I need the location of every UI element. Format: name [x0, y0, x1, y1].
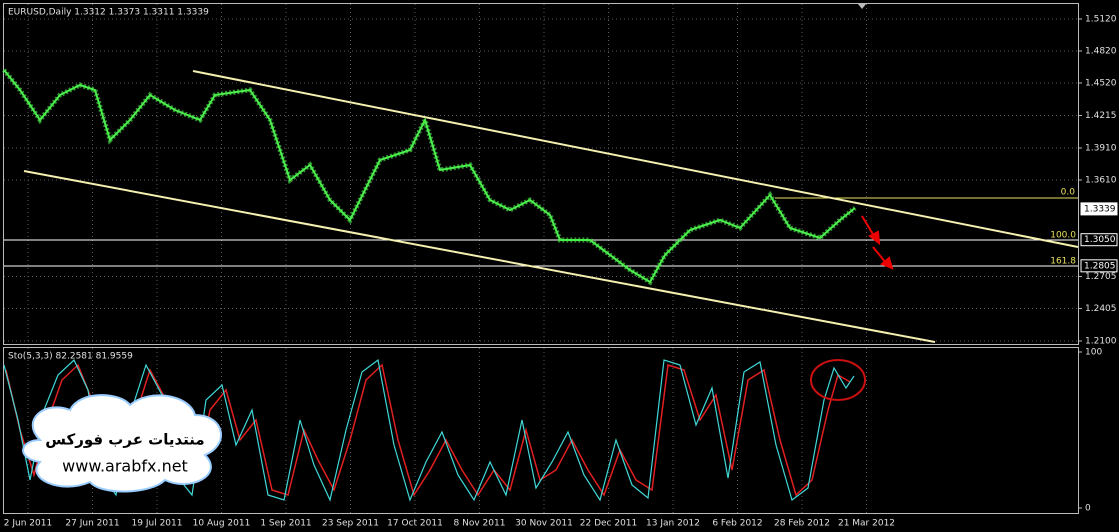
date-label: 27 Jun 2011 — [65, 519, 119, 529]
price-label: 1.3610 — [1085, 175, 1117, 185]
date-label: 13 Jan 2012 — [646, 519, 700, 529]
date-label: 2 Jun 2011 — [4, 519, 52, 529]
price-marker: 1.3050 — [1084, 235, 1116, 245]
date-label: 8 Nov 2011 — [454, 519, 506, 529]
price-label: 1.2100 — [1085, 336, 1117, 346]
price-marker: 1.3339 — [1084, 204, 1116, 214]
date-label: 19 Jul 2011 — [132, 519, 183, 529]
date-label: 22 Dec 2011 — [580, 519, 638, 529]
date-label: 28 Feb 2012 — [774, 519, 830, 529]
watermark: منتديات عرب فوركس www.arabfx.net — [22, 394, 222, 493]
indicator-panel — [3, 347, 1079, 514]
date-label: 10 Aug 2011 — [193, 519, 251, 529]
price-marker-box — [1080, 259, 1118, 273]
price-bars — [2, 68, 857, 286]
trend-line — [23, 170, 936, 343]
fib-label: 100.0 — [1050, 231, 1076, 241]
fib-label: 161.8 — [1050, 257, 1076, 267]
price-label: 1.2405 — [1085, 304, 1117, 314]
arrow — [861, 215, 894, 270]
date-label: 23 Sep 2011 — [322, 519, 379, 529]
price-label: 1.2705 — [1085, 272, 1117, 282]
date-label: 6 Feb 2012 — [712, 519, 762, 529]
indicator-label: Sto(5,3,3) 82.2581 81.9559 — [8, 352, 133, 362]
indicator-axis-label: 0 — [1085, 504, 1091, 514]
price-marker-box — [1080, 233, 1118, 247]
main-panel — [3, 3, 1079, 345]
price-label: 1.4820 — [1085, 46, 1117, 56]
date-label: 21 Mar 2012 — [838, 519, 895, 529]
date-label: 1 Sep 2011 — [260, 519, 311, 529]
price-label: 1.5120 — [1085, 15, 1117, 25]
highlight-circle — [810, 359, 866, 401]
date-label: 30 Nov 2011 — [515, 519, 573, 529]
date-label: 17 Oct 2011 — [387, 519, 443, 529]
price-marker: 1.2805 — [1084, 261, 1116, 271]
watermark-url: www.arabfx.net — [62, 457, 188, 476]
fib-label: 0.0 — [1061, 188, 1076, 198]
price-marker-box — [1080, 202, 1118, 216]
grid — [4, 4, 1078, 513]
shift-marker — [858, 4, 866, 9]
price-label: 1.4215 — [1085, 111, 1117, 121]
price-label: 1.4520 — [1085, 78, 1117, 88]
chart-header: EURUSD,Daily 1.3312 1.3373 1.3311 1.3339 — [8, 8, 209, 18]
trend-line — [192, 70, 1079, 248]
indicator-axis-label: 100 — [1085, 348, 1102, 358]
watermark-name: منتديات عرب فوركس — [45, 431, 204, 449]
price-label: 1.3910 — [1085, 144, 1117, 154]
stochastic-main — [3, 358, 855, 502]
